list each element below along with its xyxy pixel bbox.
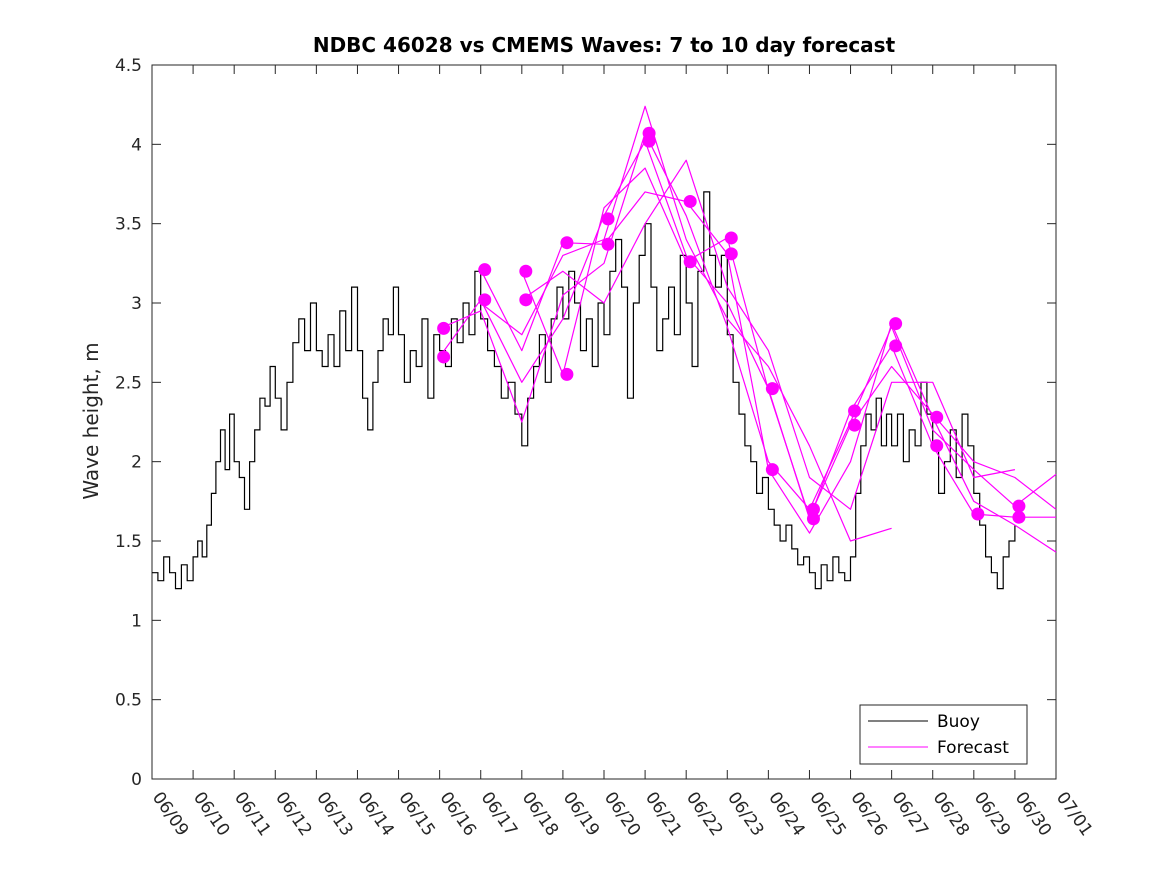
forecast-marker (642, 134, 656, 148)
forecast-marker (560, 367, 574, 381)
y-tick-label: 3 (131, 294, 142, 314)
forecast-marker (806, 512, 820, 526)
forecast-marker (437, 350, 451, 364)
y-tick-label: 0 (131, 770, 142, 790)
forecast-marker (683, 194, 697, 208)
forecast-marker (724, 247, 738, 261)
forecast-marker (683, 255, 697, 269)
y-tick-label: 2.5 (115, 373, 142, 393)
forecast-markers (437, 126, 1026, 526)
legend-box (859, 704, 1028, 765)
forecast-marker (848, 404, 862, 418)
chart-title: NDBC 46028 vs CMEMS Waves: 7 to 10 day f… (313, 33, 896, 57)
y-tick-label: 2 (131, 453, 142, 473)
forecast-marker (889, 317, 903, 331)
y-tick-label: 1 (131, 611, 142, 631)
y-axis-label: Wave height, m (79, 342, 103, 499)
legend-forecast-label: Forecast (937, 738, 1009, 758)
legend: Buoy Forecast (859, 704, 1028, 765)
forecast-marker (478, 263, 492, 277)
forecast-line (439, 140, 1056, 520)
forecast-line (480, 105, 892, 542)
forecast-marker (930, 410, 944, 424)
forecast-marker (806, 502, 820, 516)
forecast-marker (1012, 499, 1026, 513)
forecast-line (439, 132, 1057, 510)
forecast-marker (519, 264, 533, 278)
forecast-marker (765, 463, 779, 477)
y-tick-label: 0.5 (115, 691, 142, 711)
forecast-marker (765, 382, 779, 396)
forecast-marker (478, 293, 492, 307)
forecast-marker (437, 321, 451, 335)
forecast-marker (930, 439, 944, 453)
forecast-marker (724, 231, 738, 245)
forecast-marker (560, 236, 574, 250)
y-tick-label: 1.5 (115, 532, 142, 552)
forecast-marker (889, 339, 903, 353)
forecast-marker (601, 237, 615, 251)
y-axis-ticks: 0 0.5 1 1.5 2 2.5 3 3.5 4 4.5 (115, 56, 1056, 790)
forecast-marker (601, 212, 615, 226)
axes-box (151, 64, 1057, 780)
y-tick-label: 4.5 (115, 56, 142, 76)
y-tick-label: 3.5 (115, 215, 142, 235)
plot-area: 00.511.522.533.544.5 06/0906/1006/1106/1… (115, 56, 1096, 840)
forecast-marker (1012, 510, 1026, 524)
y-tick-label: 4 (131, 135, 142, 155)
forecast-line (521, 167, 1057, 518)
forecast-line (521, 159, 1016, 510)
forecast-marker (971, 507, 985, 521)
forecast-marker (519, 293, 533, 307)
legend-buoy-label: Buoy (937, 712, 980, 732)
forecast-marker (848, 418, 862, 432)
